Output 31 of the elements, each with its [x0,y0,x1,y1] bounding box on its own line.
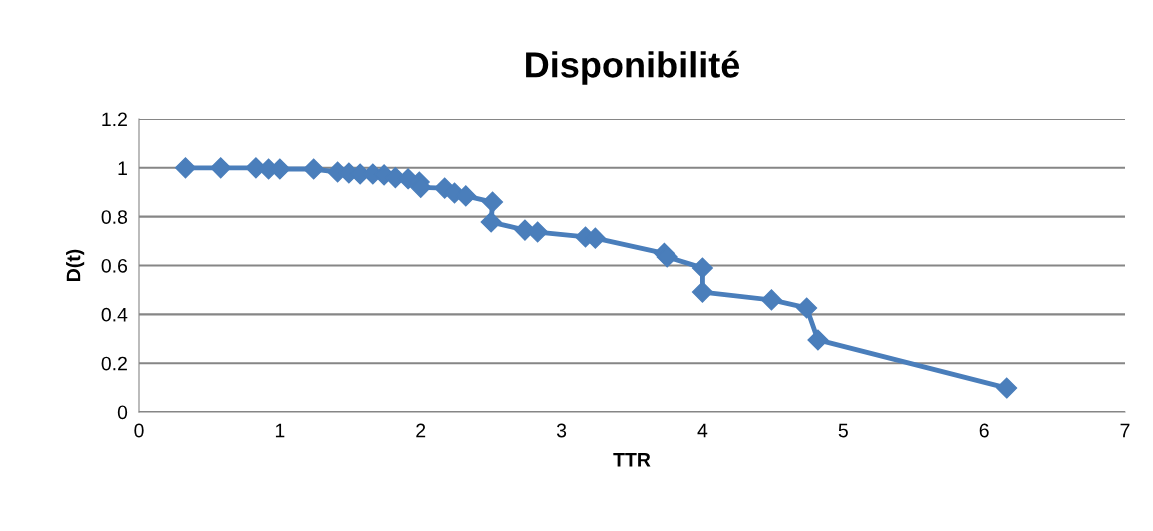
y-tick-label: 0.4 [101,307,128,322]
point [480,211,502,233]
x-tick-label: 3 [556,423,567,438]
point [527,221,549,243]
y-tick-label: 0.8 [101,210,128,224]
y-tick-label: 1 [118,161,127,175]
point [482,191,504,213]
x-axis-title: TTR [613,453,651,467]
point [210,157,232,179]
point [303,158,325,180]
point [796,297,818,319]
point [807,329,829,351]
y-tick-label: 0.6 [101,258,128,273]
point [174,157,196,179]
x-tick-label: 7 [1120,423,1130,438]
x-tick-label: 2 [416,423,426,438]
point [996,377,1018,399]
x-tick-label: 5 [838,423,848,438]
x-tick-label: 6 [979,423,989,438]
x-tick-label: 4 [697,423,708,438]
point [760,289,782,311]
y-tick-label: 0 [117,405,128,420]
x-tick-label: 0 [134,423,144,438]
point [691,257,713,279]
point [455,185,477,207]
x-tick-label: 1 [275,423,285,438]
point [691,281,713,303]
chart-title: Disponibilité [526,50,740,85]
y-tick-label: 1.2 [102,112,127,127]
y-tick-label: 0.2 [101,356,127,371]
y-axis-title: D(t) [66,249,85,281]
